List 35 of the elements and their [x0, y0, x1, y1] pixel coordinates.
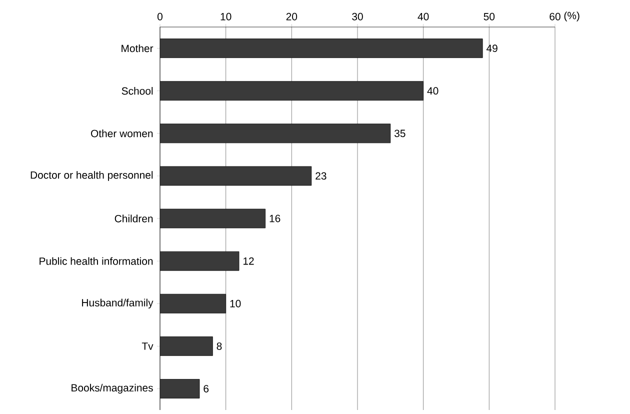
- bar: [160, 38, 483, 58]
- y-tick-label: Books/magazines: [72, 384, 153, 394]
- data-label: 35: [394, 130, 406, 138]
- data-label: 40: [427, 87, 438, 95]
- data-label: 12: [243, 257, 254, 265]
- y-tick-label: Public health information: [40, 257, 153, 265]
- data-label: 8: [216, 342, 222, 350]
- y-tick-label: Mother: [122, 44, 154, 52]
- data-label: 49: [486, 44, 498, 52]
- x-tick-label: 30: [352, 12, 363, 20]
- x-tick-label: 0: [157, 12, 162, 20]
- y-tick-label: Husband/family: [82, 298, 154, 308]
- bar: [160, 81, 424, 101]
- data-label: 23: [316, 172, 326, 180]
- x-tick-label: 50: [484, 12, 495, 20]
- x-tick-label: 20: [286, 12, 298, 20]
- x-tick-label: 60: [550, 12, 560, 20]
- y-tick-label: Other women: [91, 130, 153, 138]
- y-tick-label: Children: [114, 214, 153, 222]
- bar: [160, 208, 266, 228]
- x-tick-label: 10: [220, 12, 232, 20]
- bar: [160, 379, 200, 398]
- bar: [160, 124, 391, 144]
- bar: [160, 336, 213, 356]
- data-label: 6: [204, 385, 209, 392]
- y-tick-label: Doctor or health personnel: [30, 171, 153, 181]
- data-label: 10: [230, 300, 241, 308]
- x-axis-title: (%): [564, 12, 580, 22]
- data-label: 16: [270, 214, 280, 222]
- y-tick-label: School: [122, 87, 153, 95]
- bar: [160, 294, 226, 314]
- x-tick-label: 40: [418, 12, 429, 20]
- bar: [160, 251, 240, 271]
- y-tick-label: Tv: [142, 342, 154, 350]
- bar: [160, 166, 312, 186]
